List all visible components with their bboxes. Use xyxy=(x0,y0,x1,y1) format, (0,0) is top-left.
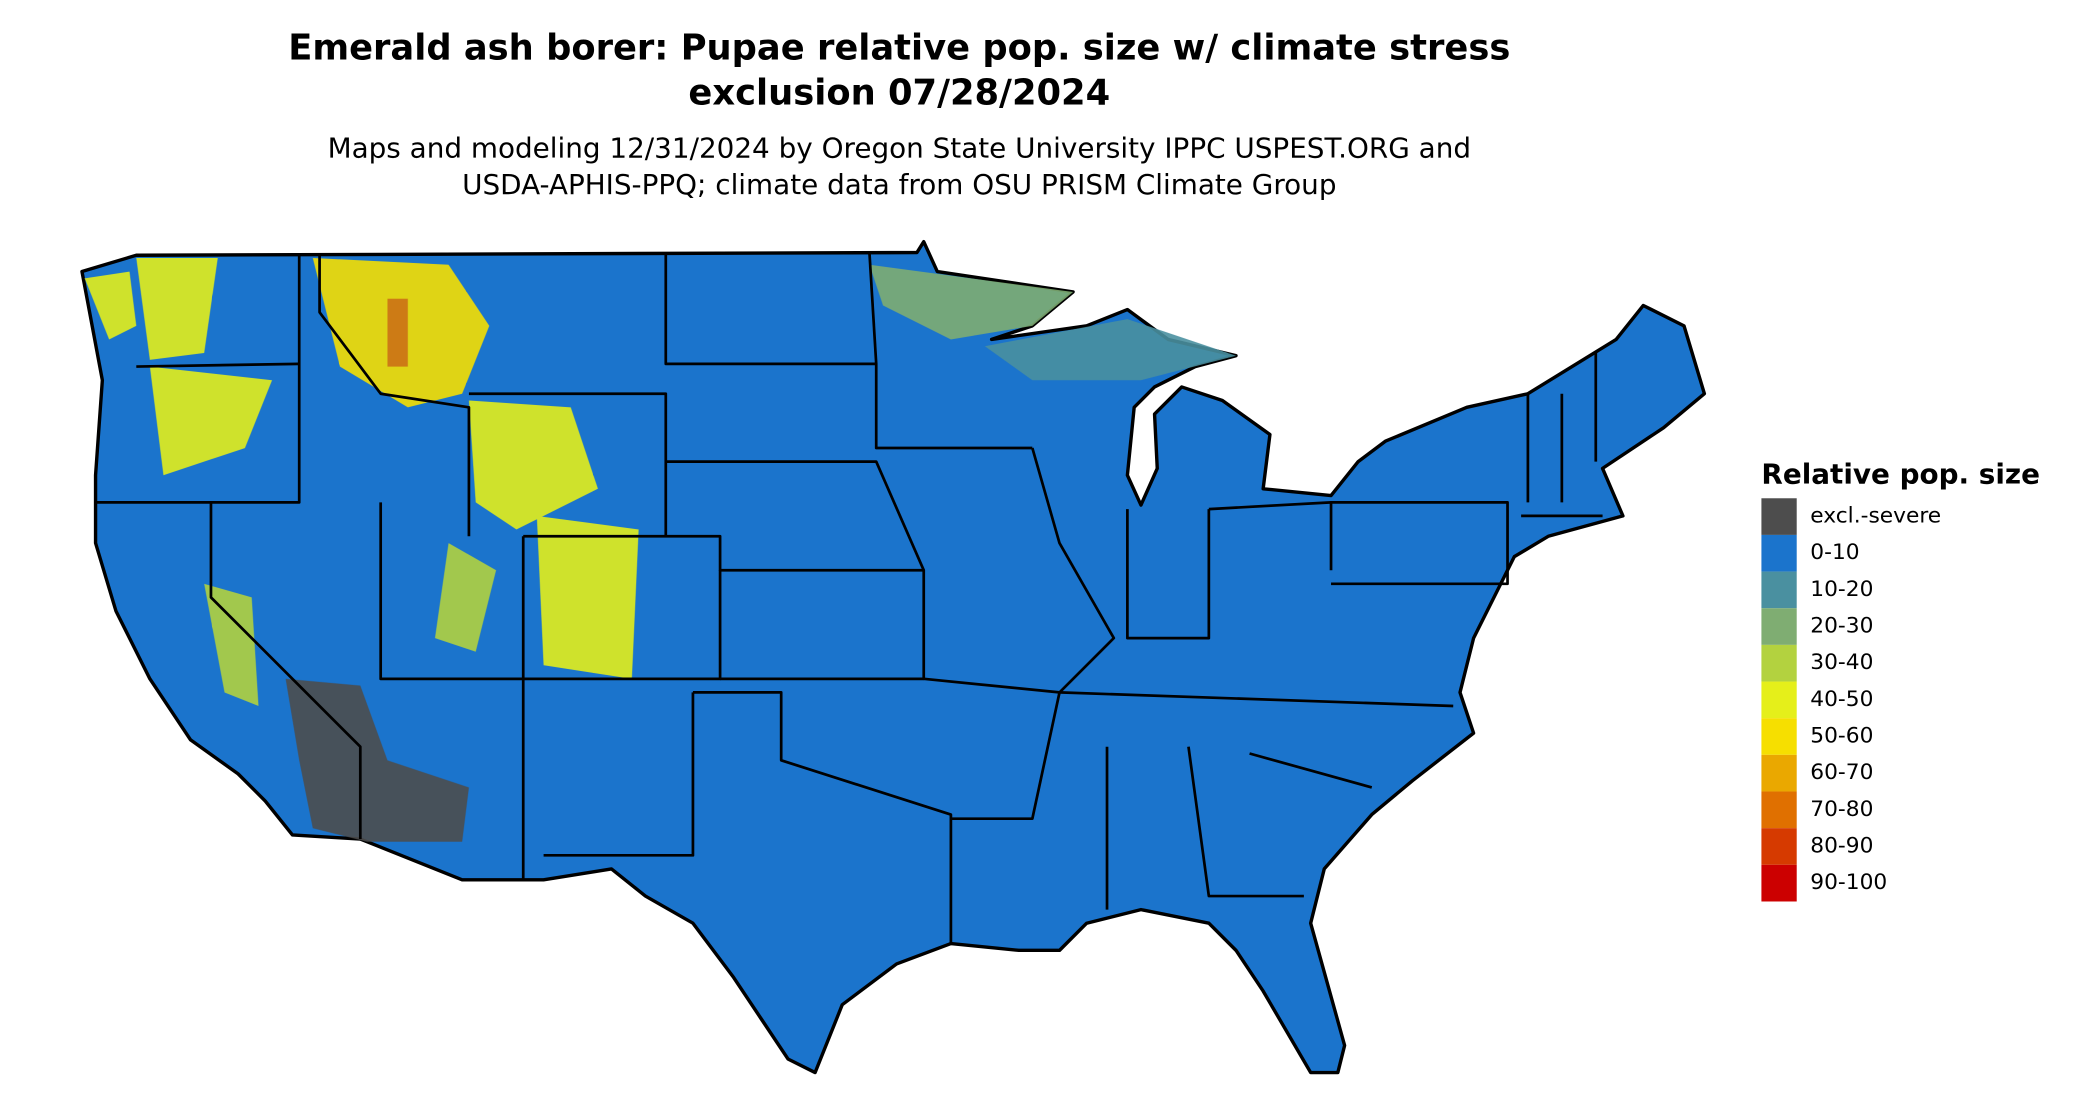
legend-swatch xyxy=(1761,754,1797,792)
us-landmass xyxy=(80,239,1707,1075)
legend-label: 20-30 xyxy=(1810,614,1873,639)
legend-swatch xyxy=(1761,828,1797,865)
legend-swatch xyxy=(1761,608,1797,645)
us-map xyxy=(80,239,1707,1075)
legend-swatch xyxy=(1761,534,1797,572)
state-borders xyxy=(95,252,1603,944)
legend-label: 60-70 xyxy=(1810,760,1873,785)
legend-label: 90-100 xyxy=(1810,870,1887,895)
title-line: exclusion 07/28/2024 xyxy=(688,73,1110,114)
legend-label: 80-90 xyxy=(1810,834,1873,859)
legend: excl.-severe 0-10 10-20 20-30 30-40 40-50 50-6… xyxy=(1761,498,1941,902)
legend-swatch xyxy=(1761,791,1797,829)
subtitle-line: USDA-APHIS-PPQ; climate data from OSU PR… xyxy=(462,168,1336,201)
legend-title: Relative pop. size xyxy=(1761,457,2040,490)
legend-label: excl.-severe xyxy=(1810,504,1941,529)
legend-label: 50-60 xyxy=(1810,724,1873,749)
legend-label: 30-40 xyxy=(1810,650,1873,675)
legend-swatch xyxy=(1761,681,1797,719)
legend-label: 0-10 xyxy=(1810,540,1859,565)
legend-label: 10-20 xyxy=(1810,577,1873,602)
subtitle-line: Maps and modeling 12/31/2024 by Oregon S… xyxy=(328,131,1471,164)
legend-swatch xyxy=(1761,644,1797,682)
legend-swatch xyxy=(1761,498,1797,535)
title-line: Emerald ash borer: Pupae relative pop. s… xyxy=(288,28,1510,69)
legend-swatch xyxy=(1761,571,1797,609)
legend-label: 70-80 xyxy=(1810,797,1873,822)
legend-swatch xyxy=(1761,718,1797,755)
legend-swatch xyxy=(1761,864,1797,902)
legend-label: 40-50 xyxy=(1810,687,1873,712)
